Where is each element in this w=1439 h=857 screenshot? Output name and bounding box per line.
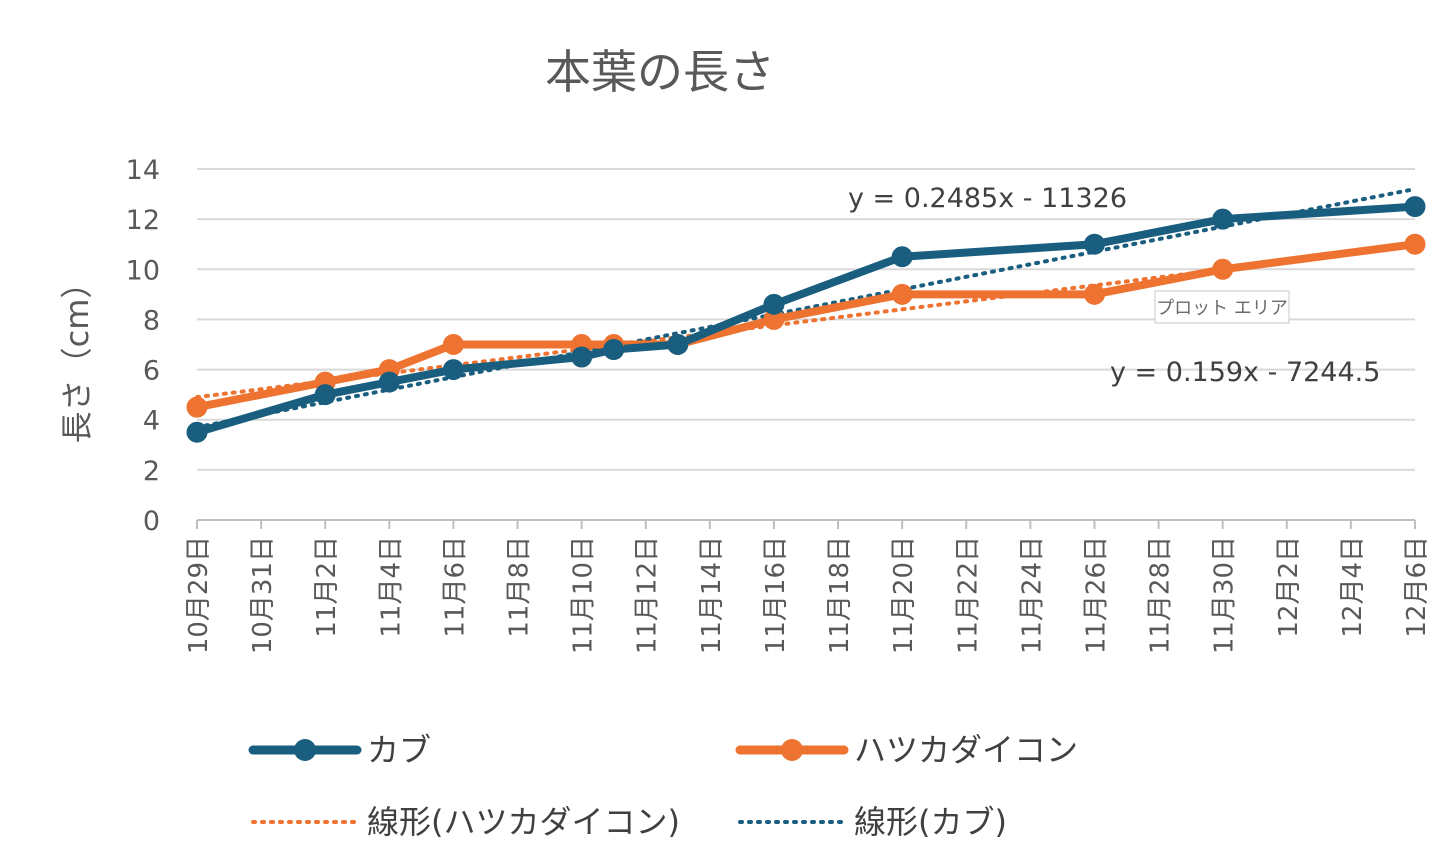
data-point — [891, 246, 913, 268]
data-point — [571, 346, 593, 368]
data-point — [667, 334, 689, 355]
data-point — [442, 359, 464, 381]
x-tick-label: 11月14日 — [697, 536, 727, 654]
x-tick-label: 11月22日 — [953, 536, 983, 654]
legend-marker — [294, 739, 316, 761]
x-tick-label: 11月6日 — [440, 536, 470, 638]
legend-label: 線形(ハツカダイコン) — [367, 803, 680, 841]
y-axis-ticks: 0 2 4 6 8 10 12 14 — [126, 155, 160, 537]
x-tick-label: 11月16日 — [761, 536, 791, 654]
data-point — [763, 293, 785, 315]
x-tick-label: 11月8日 — [505, 536, 535, 638]
data-point — [1404, 233, 1426, 255]
data-point — [1083, 283, 1105, 305]
trendline-equation-kabu: y = 0.2485x - 11326 — [848, 183, 1127, 214]
data-point — [1083, 233, 1105, 255]
legend-item[interactable]: カブ — [248, 731, 431, 769]
y-tick-label: 2 — [143, 456, 160, 487]
x-axis: 10月29日 10月31日 11月2日 11月4日 11月6日 11月8日 11月10日 11… — [184, 519, 1432, 654]
x-tick-label: 11月2日 — [312, 536, 342, 638]
x-tick-label: 12月6日 — [1402, 536, 1432, 638]
y-tick-label: 12 — [126, 205, 160, 236]
y-tick-label: 6 — [143, 356, 160, 387]
data-point — [1404, 196, 1426, 218]
data-point — [603, 339, 625, 361]
x-tick-label: 11月4日 — [376, 536, 406, 638]
x-tick-label: 11月28日 — [1146, 536, 1176, 654]
data-point — [186, 421, 208, 443]
legend-item[interactable]: 線形(カブ) — [738, 803, 1007, 841]
x-tick-label: 11月20日 — [889, 536, 919, 654]
series — [186, 196, 1426, 443]
legend-marker — [781, 739, 803, 761]
trendlines — [195, 187, 1417, 430]
legend-label: 線形(カブ) — [854, 803, 1007, 841]
data-point — [378, 371, 400, 393]
legend-label: ハツカダイコン — [854, 731, 1078, 769]
x-tick-label: 11月10日 — [569, 536, 599, 654]
tooltip-box — [1154, 290, 1290, 324]
data-point — [1212, 208, 1234, 230]
x-tick-label: 11月12日 — [633, 536, 663, 654]
legend-item[interactable]: ハツカダイコン — [735, 731, 1078, 769]
data-point — [442, 334, 464, 355]
x-tick-label: 10月31日 — [248, 536, 278, 654]
data-point — [186, 396, 208, 418]
x-tick-label: 12月2日 — [1274, 536, 1304, 638]
legend-label: カブ — [367, 731, 431, 769]
x-tick-label: 10月29日 — [184, 536, 214, 654]
data-point — [1212, 258, 1234, 280]
plot-area-tooltip: プロット エリア — [1154, 290, 1290, 324]
y-tick-label: 14 — [126, 155, 160, 186]
x-tick-label: 11月18日 — [825, 536, 855, 654]
x-tick-label: 11月24日 — [1017, 536, 1047, 654]
y-tick-label: 8 — [143, 305, 160, 336]
tooltip-text: プロット エリア — [1156, 298, 1288, 319]
data-point — [314, 384, 336, 406]
y-tick-label: 4 — [143, 406, 160, 437]
x-tick-label: 12月4日 — [1338, 536, 1368, 638]
chart-title: 本葉の長さ — [545, 45, 775, 99]
trendline-equation-radish: y = 0.159x - 7244.5 — [1110, 357, 1380, 388]
trendline — [195, 243, 1417, 400]
series-line — [193, 202, 1419, 437]
y-tick-label: 0 — [143, 506, 160, 537]
y-tick-label: 10 — [126, 255, 160, 286]
x-tick-label: 11月26日 — [1081, 536, 1111, 654]
data-point — [891, 283, 913, 305]
y-axis-label: 長さ（cm） — [58, 267, 96, 444]
trendline — [195, 187, 1417, 430]
x-tick-label: 11月30日 — [1210, 536, 1240, 654]
legend-item[interactable]: 線形(ハツカダイコン) — [251, 803, 680, 841]
